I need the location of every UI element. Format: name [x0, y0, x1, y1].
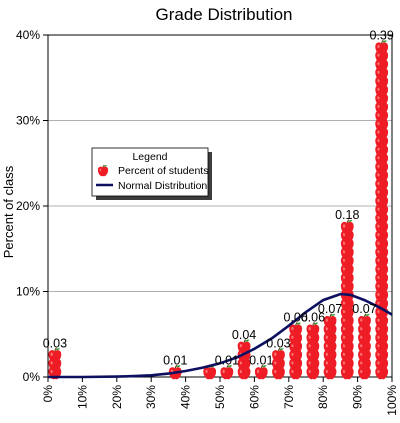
- y-tick-label: 10%: [16, 285, 40, 299]
- legend-entry-percent-of-students: Percent of students: [118, 165, 208, 177]
- data-label: 0.06: [284, 311, 308, 325]
- legend-box: [91, 147, 209, 197]
- data-label: 0.03: [266, 336, 290, 350]
- data-label: 0.39: [370, 29, 394, 43]
- x-tick-label: 90%: [351, 385, 365, 409]
- data-label: 0.06: [301, 311, 325, 325]
- data-label: 0.01: [215, 353, 239, 367]
- data-label: 0.01: [163, 353, 187, 367]
- data-label: 0.07: [352, 302, 376, 316]
- y-tick-label: 20%: [16, 199, 40, 213]
- x-tick-label: 70%: [282, 385, 296, 409]
- y-tick-labels: 0% 10% 20% 30% 40%: [16, 28, 40, 384]
- x-tick-label: 50%: [213, 385, 227, 409]
- legend-entry-normal-distribution: Normal Distribution: [118, 180, 207, 192]
- plot-frame: [47, 34, 393, 378]
- data-label: 0.01: [249, 353, 273, 367]
- x-tick-label: 20%: [110, 385, 124, 409]
- legend-title: Legend: [132, 151, 167, 163]
- x-tick-label: 40%: [179, 385, 193, 409]
- x-tick-labels: 0% 10% 20% 30% 40% 50% 60% 70% 80% 90% 100%: [41, 377, 399, 416]
- data-label: 0.03: [43, 336, 67, 350]
- data-label: 0.07: [318, 302, 342, 316]
- chart-title: Grade Distribution: [155, 5, 292, 24]
- x-tick-label: 0%: [41, 385, 55, 403]
- y-gridlines: [43, 34, 392, 378]
- data-label: 0.04: [232, 328, 256, 342]
- y-tick-label: 40%: [16, 28, 40, 42]
- data-labels: 0.030.01 0.010.040.010.030.060.060.070.18…: [43, 29, 394, 368]
- y-tick-label: 0%: [23, 370, 41, 384]
- x-tick-label: 80%: [316, 385, 330, 409]
- x-tick-label: 10%: [75, 385, 89, 409]
- x-tick-label: 100%: [385, 385, 399, 416]
- y-tick-label: 30%: [16, 114, 40, 128]
- y-axis-label: Percent of class: [1, 165, 16, 258]
- x-tick-label: 30%: [144, 385, 158, 409]
- legend: Legend Percent of students Normal Distri…: [91, 147, 212, 200]
- normal-distribution-line: [48, 292, 393, 379]
- x-tick-label: 60%: [247, 385, 261, 409]
- data-label: 0.18: [335, 208, 359, 222]
